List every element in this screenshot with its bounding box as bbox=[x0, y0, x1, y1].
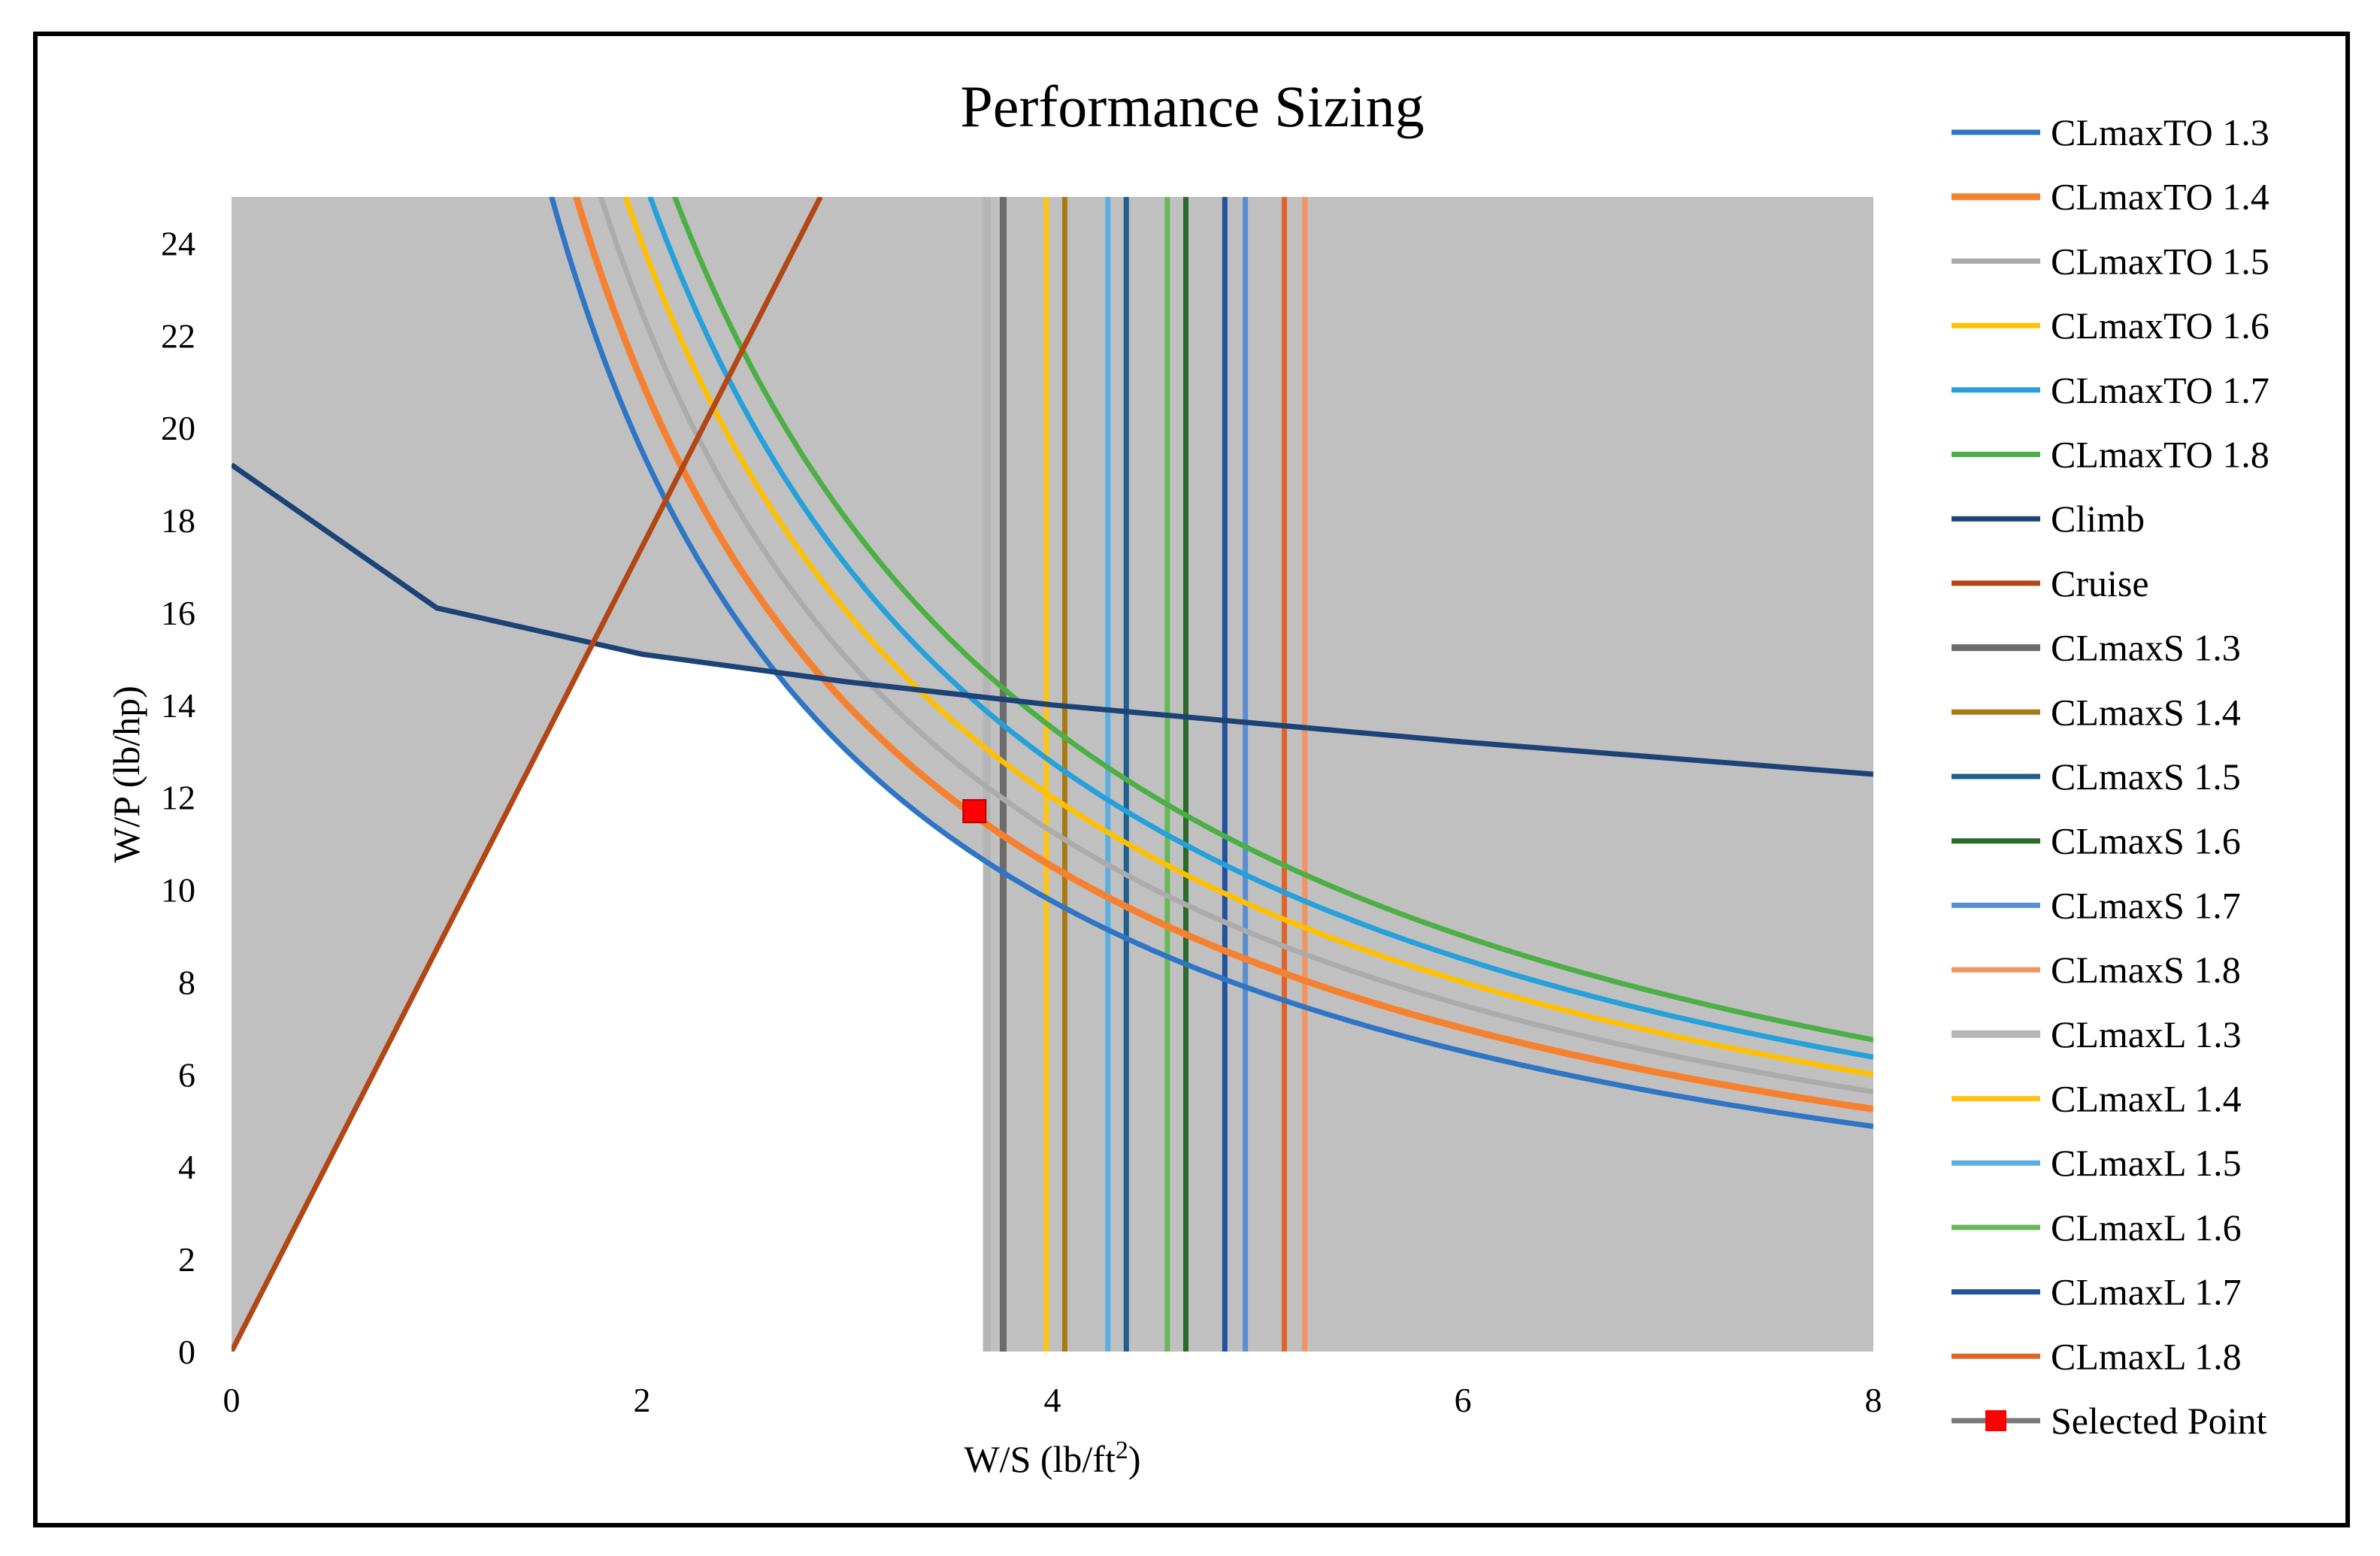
selected-point-marker bbox=[962, 799, 987, 824]
x-tick-labels: 0 2 4 6 8 bbox=[223, 1381, 1882, 1419]
x-axis-label-tail: ) bbox=[1128, 1438, 1141, 1480]
y-axis-label: W/P (lb/hp) bbox=[105, 686, 147, 863]
series-clmaxto-1-3 bbox=[549, 197, 1873, 1129]
legend-item-clmaxto-1-4: CLmaxTO 1.4 bbox=[1952, 176, 2269, 218]
y-tick-label: 24 bbox=[161, 224, 195, 262]
legend-label: CLmaxS 1.4 bbox=[2051, 691, 2241, 733]
legend-label: CLmaxTO 1.8 bbox=[2051, 434, 2269, 476]
legend-label: CLmaxTO 1.6 bbox=[2051, 304, 2269, 347]
series-layer bbox=[232, 197, 1873, 1352]
y-tick-label: 22 bbox=[161, 316, 195, 355]
y-tick-label: 16 bbox=[161, 594, 195, 632]
legend-marker bbox=[1985, 1410, 2006, 1431]
series-clmaxto-1-7 bbox=[647, 197, 1873, 1060]
legend-item-clmaxl-1-7: CLmaxL 1.7 bbox=[1952, 1271, 2242, 1313]
x-tick-label: 4 bbox=[1044, 1381, 1061, 1419]
series-cruise bbox=[232, 197, 823, 1352]
x-tick-label: 6 bbox=[1455, 1381, 1472, 1419]
x-axis-label-sup: 2 bbox=[1116, 1436, 1128, 1464]
legend-item-clmaxl-1-8: CLmaxL 1.8 bbox=[1952, 1335, 2242, 1377]
legend-label: CLmaxL 1.5 bbox=[2051, 1142, 2242, 1184]
legend-item-clmaxs-1-3: CLmaxS 1.3 bbox=[1952, 627, 2241, 669]
series-clmaxto-1-8 bbox=[671, 197, 1873, 1043]
y-tick-label: 2 bbox=[178, 1240, 195, 1279]
legend-label: Climb bbox=[2051, 498, 2145, 540]
legend-item-clmaxto-1-5: CLmaxTO 1.5 bbox=[1952, 240, 2269, 282]
y-tick-label: 6 bbox=[178, 1055, 195, 1094]
chart-title: Performance Sizing bbox=[960, 74, 1424, 139]
legend-item-clmaxl-1-3: CLmaxL 1.3 bbox=[1952, 1013, 2242, 1055]
y-tick-label: 10 bbox=[161, 871, 195, 910]
y-tick-label: 18 bbox=[161, 501, 195, 540]
x-tick-label: 0 bbox=[223, 1381, 241, 1419]
legend-item-clmaxs-1-5: CLmaxS 1.5 bbox=[1952, 755, 2241, 798]
legend-label: CLmaxS 1.7 bbox=[2051, 884, 2241, 926]
legend-item-clmaxto-1-8: CLmaxTO 1.8 bbox=[1952, 434, 2269, 476]
y-tick-label: 8 bbox=[178, 963, 195, 1001]
legend-label: CLmaxS 1.5 bbox=[2051, 755, 2241, 798]
legend-item-clmaxl-1-5: CLmaxL 1.5 bbox=[1952, 1142, 2242, 1184]
legend-label: CLmaxL 1.3 bbox=[2051, 1013, 2242, 1055]
legend-label: CLmaxS 1.8 bbox=[2051, 949, 2241, 991]
legend-item-clmaxto-1-3: CLmaxTO 1.3 bbox=[1952, 111, 2269, 153]
legend-label: CLmaxL 1.6 bbox=[2051, 1206, 2242, 1249]
y-tick-label: 20 bbox=[161, 409, 195, 447]
legend-label: CLmaxL 1.7 bbox=[2051, 1271, 2242, 1313]
series-clmaxto-1-4 bbox=[572, 197, 1873, 1113]
feasible-region bbox=[232, 643, 987, 1352]
legend-item-cruise: Cruise bbox=[1952, 562, 2149, 604]
legend-item-clmaxs-1-6: CLmaxS 1.6 bbox=[1952, 820, 2241, 862]
y-tick-label: 12 bbox=[161, 779, 195, 817]
legend-item-clmaxs-1-8: CLmaxS 1.8 bbox=[1952, 949, 2241, 991]
x-tick-label: 8 bbox=[1865, 1381, 1882, 1419]
legend-item-clmaxs-1-4: CLmaxS 1.4 bbox=[1952, 691, 2241, 733]
x-tick-label: 2 bbox=[634, 1381, 651, 1419]
legend-label: CLmaxL 1.4 bbox=[2051, 1078, 2242, 1120]
legend-label: CLmaxS 1.6 bbox=[2051, 820, 2241, 862]
legend-item-clmaxs-1-7: CLmaxS 1.7 bbox=[1952, 884, 2241, 926]
legend-label: CLmaxTO 1.5 bbox=[2051, 240, 2269, 282]
legend-item-selected-point: Selected Point bbox=[1952, 1400, 2267, 1442]
legend-label: CLmaxS 1.3 bbox=[2051, 627, 2241, 669]
legend-label: CLmaxTO 1.4 bbox=[2051, 176, 2269, 218]
legend-item-climb: Climb bbox=[1952, 498, 2145, 540]
legend-label: Cruise bbox=[2051, 562, 2149, 604]
series-clmaxto-1-5 bbox=[598, 197, 1873, 1094]
legend-label: CLmaxTO 1.3 bbox=[2051, 111, 2269, 153]
y-tick-label: 14 bbox=[161, 686, 195, 725]
legend-item-clmaxto-1-7: CLmaxTO 1.7 bbox=[1952, 369, 2269, 411]
y-tick-label: 4 bbox=[178, 1148, 195, 1186]
legend-label: Selected Point bbox=[2051, 1400, 2267, 1442]
legend-label: CLmaxTO 1.7 bbox=[2051, 369, 2269, 411]
legend-item-clmaxl-1-4: CLmaxL 1.4 bbox=[1952, 1078, 2242, 1120]
series-clmaxto-1-6 bbox=[622, 197, 1873, 1077]
x-axis-label-text: W/S (lb/ft bbox=[964, 1438, 1115, 1480]
legend-label: CLmaxL 1.8 bbox=[2051, 1335, 2242, 1377]
y-tick-label: 0 bbox=[178, 1333, 195, 1371]
series-climb bbox=[232, 462, 1873, 777]
legend-item-clmaxl-1-6: CLmaxL 1.6 bbox=[1952, 1206, 2242, 1249]
legend: CLmaxTO 1.3 CLmaxTO 1.4 CLmaxTO 1.5 CLmaxTO… bbox=[1952, 111, 2269, 1442]
x-axis-label: W/S (lb/ft2) bbox=[964, 1436, 1140, 1480]
legend-item-clmaxto-1-6: CLmaxTO 1.6 bbox=[1952, 304, 2269, 347]
